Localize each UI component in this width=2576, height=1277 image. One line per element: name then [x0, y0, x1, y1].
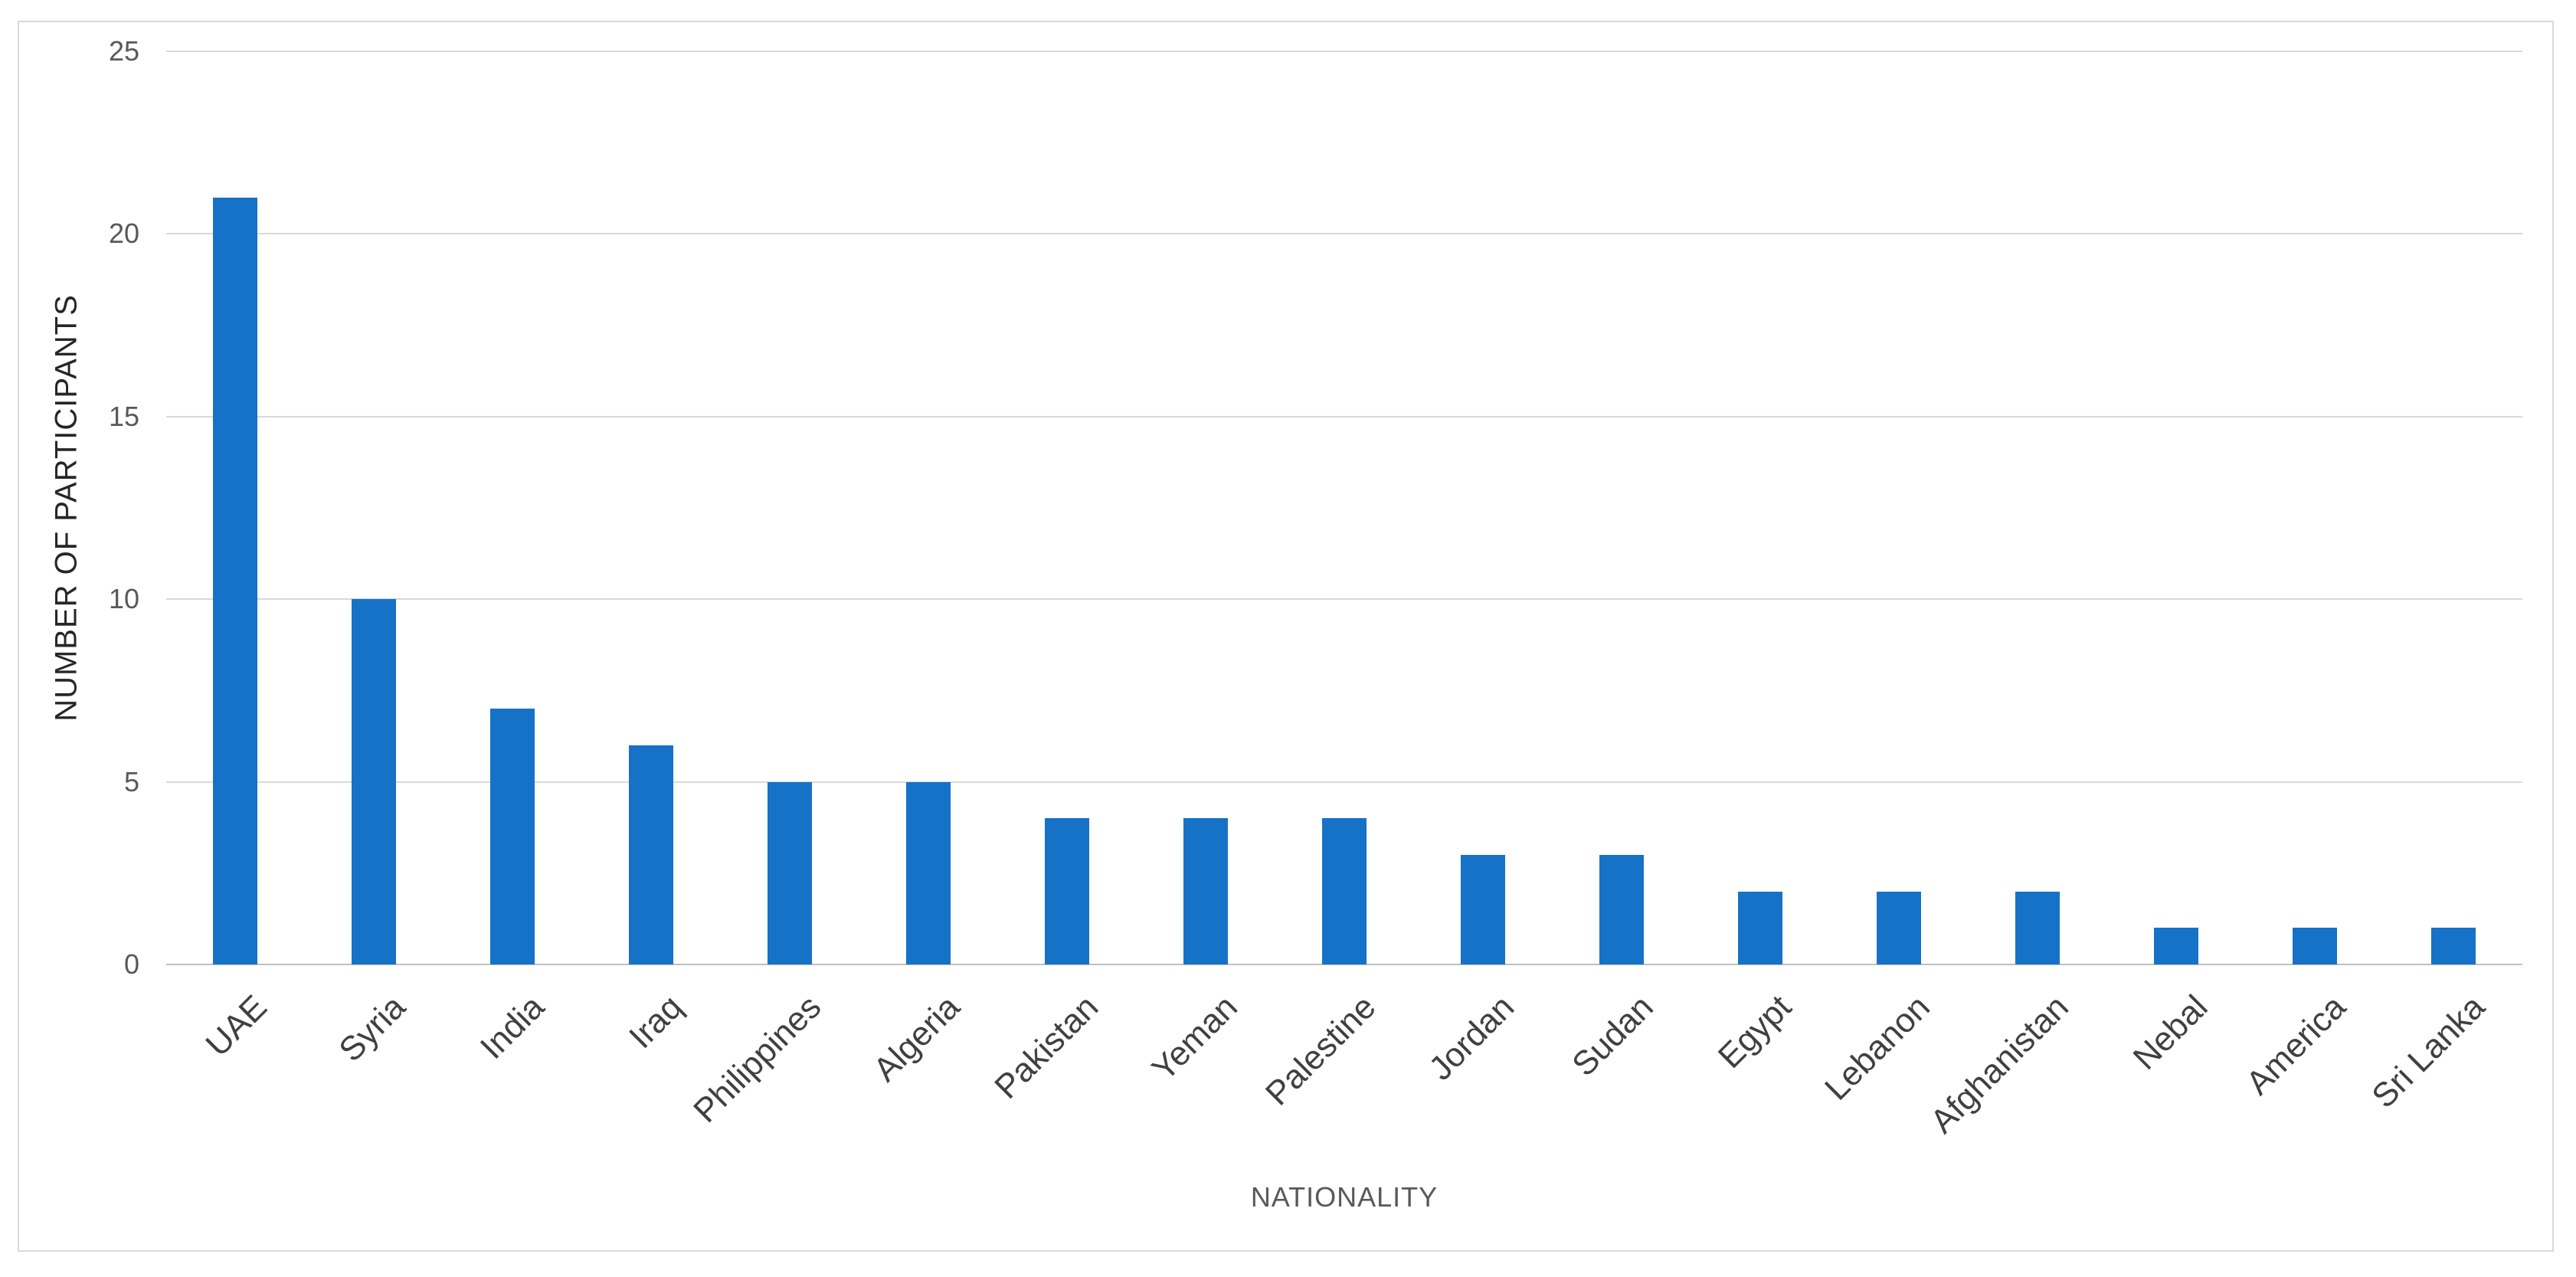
- bar-philippines: [768, 781, 813, 964]
- bar-algeria: [906, 781, 951, 964]
- bar-sudan: [1599, 854, 1644, 964]
- chart-frame: [18, 21, 2554, 1252]
- gridline-y-25: [166, 51, 2522, 52]
- bar-nebal: [2153, 928, 2198, 964]
- bar-lebanon: [1876, 891, 1921, 964]
- bar-jordan: [1460, 854, 1505, 964]
- gridline-y-5: [166, 781, 2522, 783]
- bar-afghanistan: [2015, 891, 2060, 964]
- y-tick-label-5: 5: [123, 765, 139, 797]
- bar-india: [490, 709, 535, 964]
- y-tick-label-25: 25: [108, 35, 139, 67]
- y-axis-title: NUMBER OF PARTICIPANTS: [49, 294, 83, 722]
- bar-iraq: [629, 745, 674, 964]
- gridline-y-20: [166, 233, 2522, 235]
- y-tick-label-10: 10: [108, 583, 139, 615]
- y-tick-label-15: 15: [108, 400, 139, 432]
- bar-yeman: [1183, 818, 1229, 964]
- y-tick-label-0: 0: [123, 948, 139, 980]
- bar-egypt: [1737, 891, 1782, 964]
- x-axis-title: NATIONALITY: [1250, 1181, 1439, 1213]
- y-tick-label-20: 20: [108, 218, 139, 250]
- bar-uae: [213, 197, 258, 964]
- bar-america: [2292, 928, 2337, 964]
- bar-palestine: [1322, 818, 1367, 964]
- gridline-y-15: [166, 415, 2522, 417]
- bar-syria: [352, 599, 397, 964]
- gridline-y-10: [166, 598, 2522, 601]
- gridline-y-0: [166, 964, 2522, 965]
- bar-sri-lanka: [2430, 928, 2476, 964]
- bar-pakistan: [1045, 818, 1090, 964]
